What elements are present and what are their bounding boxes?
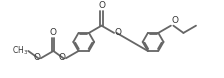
Text: CH$_3$: CH$_3$ bbox=[12, 44, 28, 57]
Text: O: O bbox=[50, 28, 57, 37]
Text: O: O bbox=[114, 28, 122, 37]
Text: O: O bbox=[58, 53, 65, 62]
Text: O: O bbox=[98, 1, 105, 10]
Text: O: O bbox=[171, 16, 178, 25]
Text: O: O bbox=[33, 53, 40, 62]
